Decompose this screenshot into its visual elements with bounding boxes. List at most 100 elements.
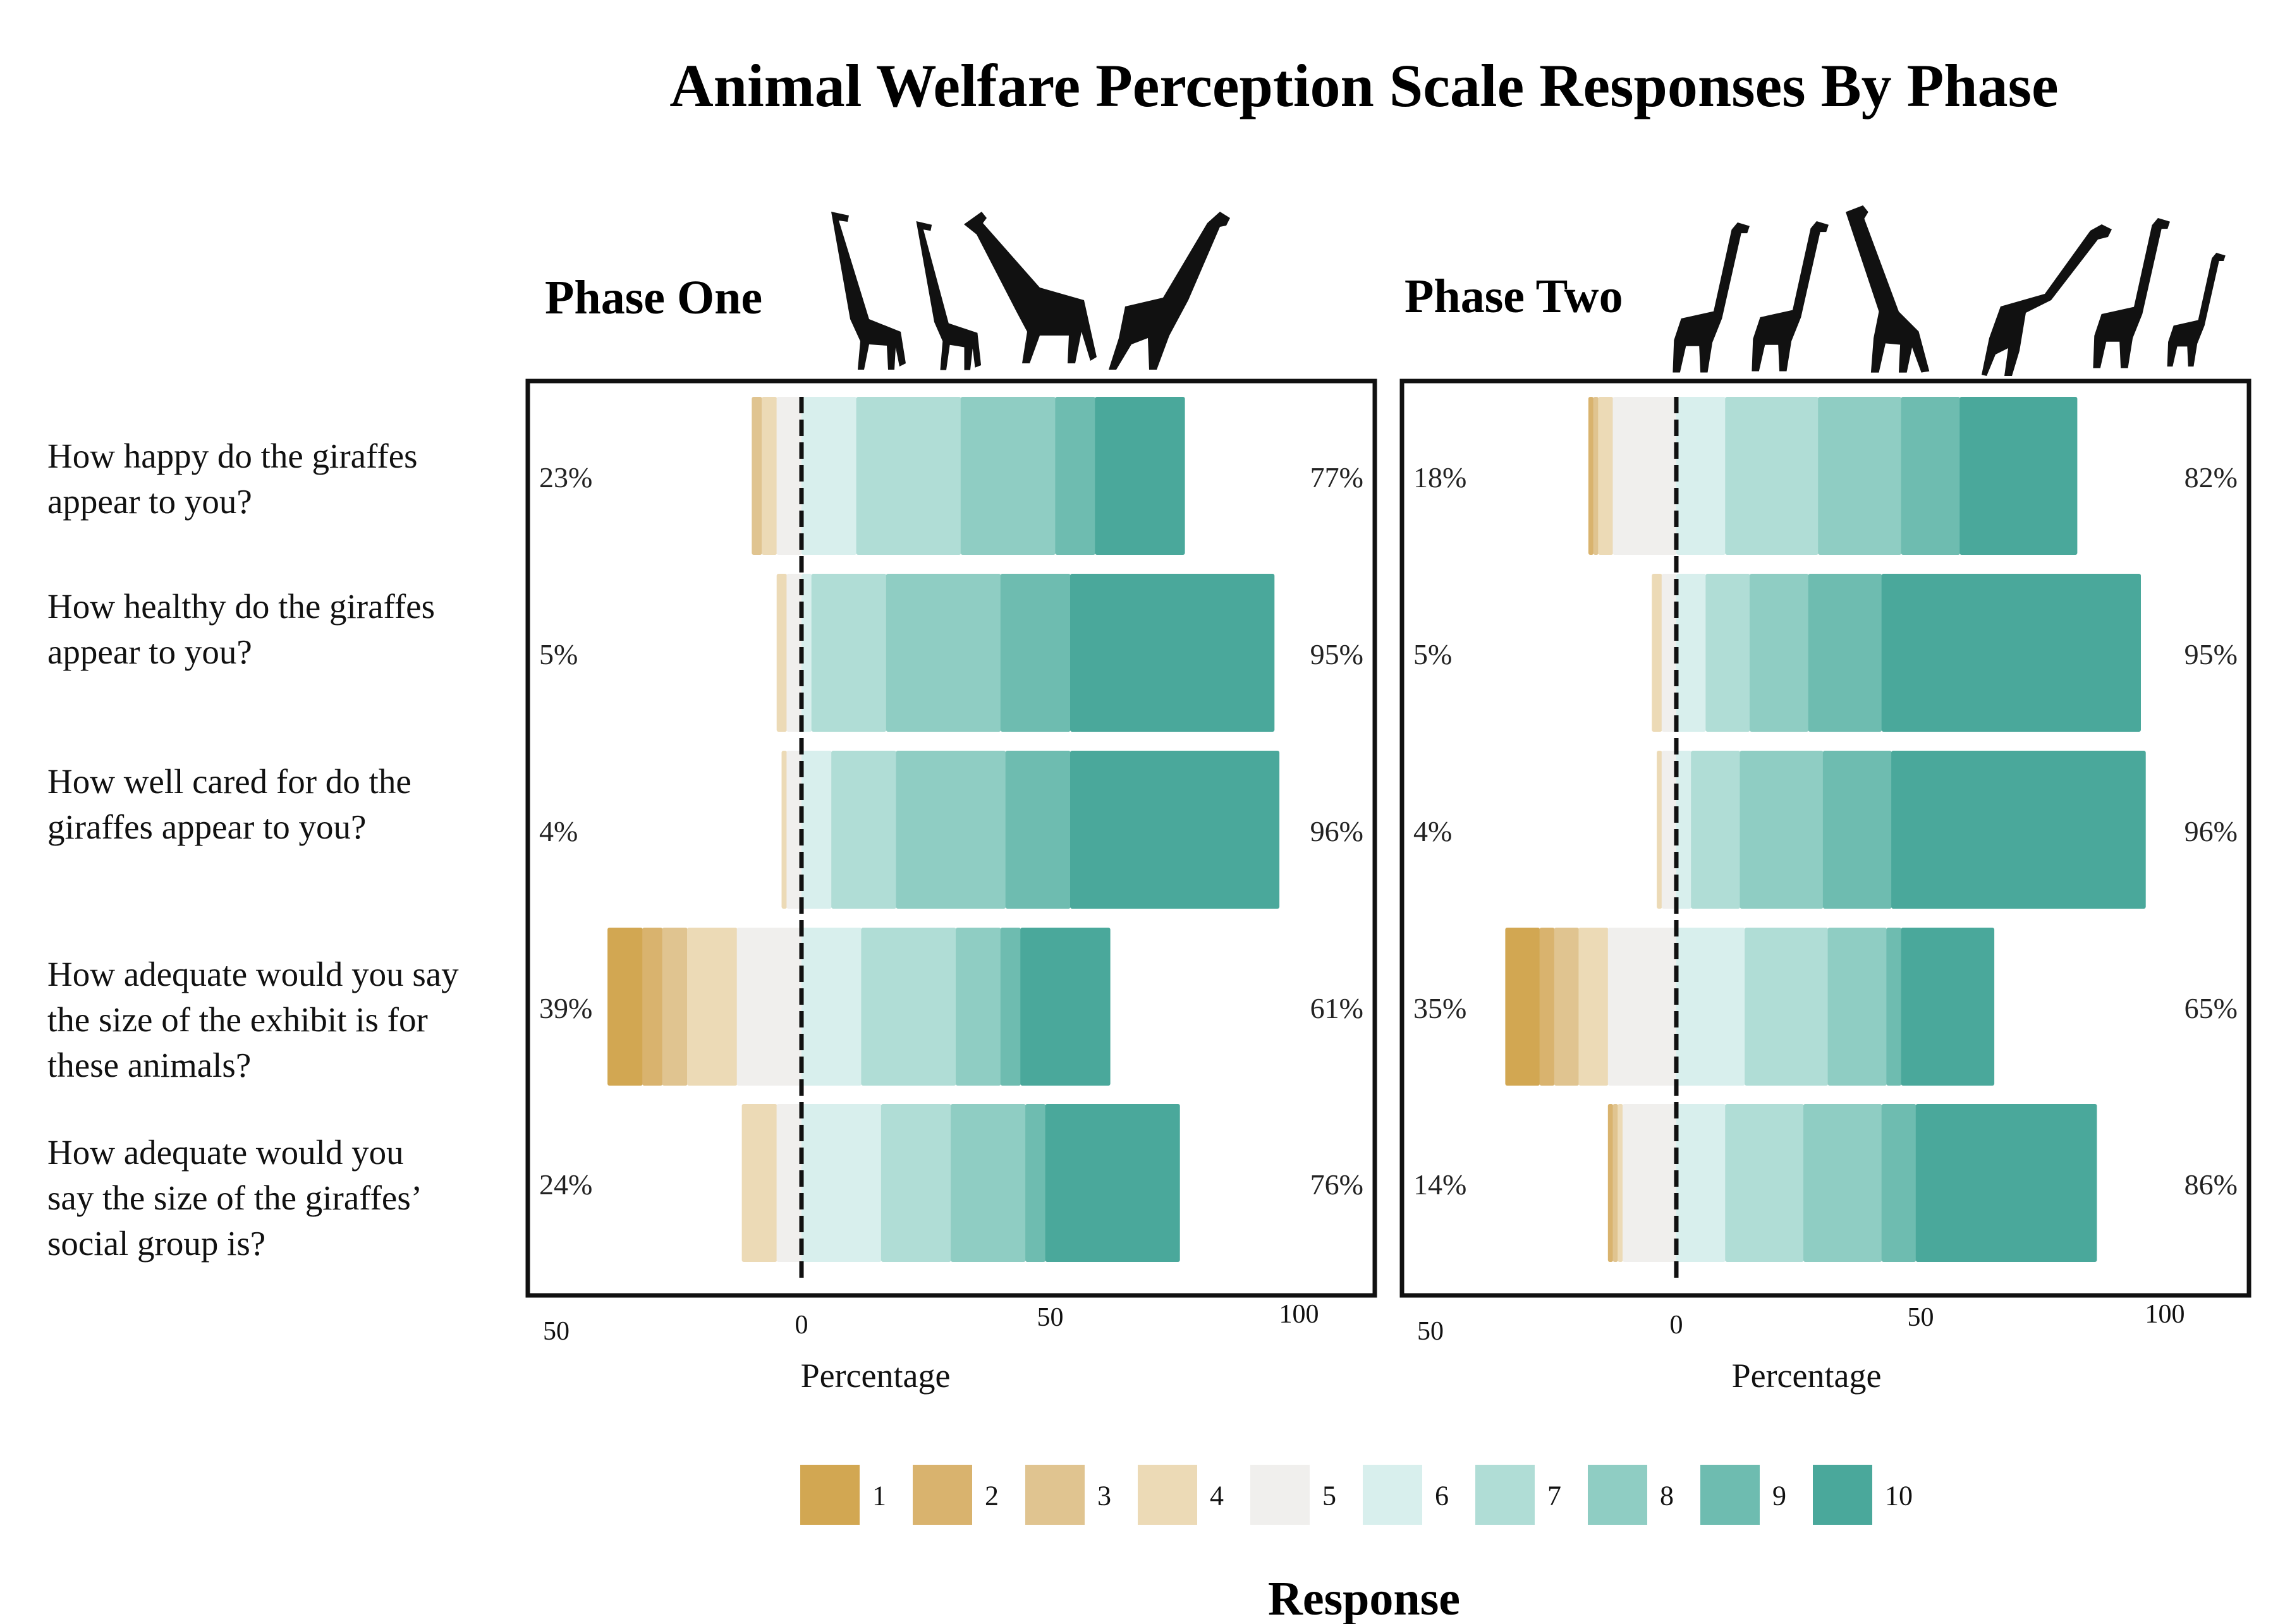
bar-segment-level-10 bbox=[1045, 1104, 1180, 1262]
positive-percent-label: 95% bbox=[2184, 638, 2238, 670]
bar-segment-level-6 bbox=[1676, 397, 1726, 555]
bar-segment-level-10 bbox=[1959, 397, 2078, 555]
bar-segment-level-9 bbox=[1025, 1104, 1046, 1262]
bar-segment-level-9 bbox=[1901, 397, 1960, 555]
bar-segment-level-2 bbox=[1607, 1104, 1614, 1262]
legend-label-9: 9 bbox=[1772, 1481, 1786, 1512]
bar-segment-level-6 bbox=[801, 574, 812, 732]
x-tick-label: 50 bbox=[1908, 1303, 1934, 1332]
bar-segment-level-9 bbox=[1005, 751, 1071, 909]
bar-segment-level-7 bbox=[1705, 574, 1750, 732]
positive-percent-label: 65% bbox=[2184, 992, 2238, 1024]
bar-segment-level-7 bbox=[1725, 1104, 1804, 1262]
panel-1-frame bbox=[525, 379, 1377, 1298]
bar-segment-level-4 bbox=[781, 751, 787, 909]
chart-title: Animal Welfare Perception Scale Response… bbox=[669, 52, 2058, 119]
bar-segment-level-6 bbox=[1676, 574, 1706, 732]
giraffe-icon bbox=[2093, 218, 2170, 368]
negative-percent-label: 14% bbox=[1413, 1168, 1466, 1201]
bar-segment-level-5 bbox=[1661, 574, 1677, 732]
bar-segment-level-4 bbox=[762, 397, 777, 555]
question-label: How adequate would you bbox=[47, 1133, 404, 1172]
bar-segment-level-10 bbox=[1891, 751, 2146, 909]
bar-segment-level-9 bbox=[1886, 928, 1902, 1086]
question-label: How well cared for do the bbox=[47, 762, 411, 801]
giraffe-icon bbox=[831, 212, 906, 370]
giraffe-icon bbox=[2167, 253, 2226, 367]
bar-segment-level-10 bbox=[1915, 1104, 2097, 1262]
percent-labels: 23% 77% 5% 95% 4% 96% 39% 61% 24% 76% 18% 82% 5% 95% 4… bbox=[539, 461, 2238, 1201]
legend-label-8: 8 bbox=[1660, 1481, 1674, 1512]
x-tick-label: 0 bbox=[1670, 1311, 1683, 1340]
negative-percent-label: 39% bbox=[539, 992, 592, 1024]
bar-segment-level-6 bbox=[801, 397, 857, 555]
negative-percent-label: 23% bbox=[539, 461, 592, 494]
bar-segment-level-5 bbox=[786, 751, 802, 909]
bar-segment-level-2 bbox=[1539, 928, 1555, 1086]
question-label: How happy do the giraffes bbox=[47, 437, 418, 475]
legend-label-2: 2 bbox=[985, 1481, 999, 1512]
bar-segment-level-9 bbox=[1881, 1104, 1916, 1262]
positive-percent-label: 95% bbox=[1310, 638, 1363, 670]
bar-segment-level-5 bbox=[736, 928, 802, 1086]
bar-segment-level-3 bbox=[752, 397, 762, 555]
bar-segment-level-4 bbox=[1598, 397, 1614, 555]
legend-title: Response bbox=[1268, 1572, 1460, 1624]
bar-segment-level-8 bbox=[1827, 928, 1887, 1086]
bar-segment-level-10 bbox=[1901, 928, 1995, 1086]
bar-segment-level-8 bbox=[1750, 574, 1809, 732]
x-tick-label: 50 bbox=[543, 1317, 570, 1346]
x-tick-label: 100 bbox=[1279, 1300, 1319, 1329]
bar-segment-level-6 bbox=[801, 928, 862, 1086]
legend-label-7: 7 bbox=[1547, 1481, 1561, 1512]
panel-2-bars bbox=[1505, 397, 2146, 1262]
legend-swatch-3 bbox=[1025, 1465, 1085, 1525]
positive-percent-label: 96% bbox=[2184, 815, 2238, 847]
negative-percent-label: 24% bbox=[539, 1168, 592, 1201]
bar-segment-level-7 bbox=[1745, 928, 1829, 1086]
question-label: giraffes appear to you? bbox=[47, 808, 366, 846]
bar-segment-level-10 bbox=[1095, 397, 1185, 555]
positive-percent-label: 61% bbox=[1310, 992, 1363, 1024]
legend-swatch-6 bbox=[1363, 1465, 1422, 1525]
bar-segment-level-9 bbox=[1000, 574, 1071, 732]
legend-label-3: 3 bbox=[1097, 1481, 1111, 1512]
bar-segment-level-8 bbox=[896, 751, 1006, 909]
bar-segment-level-5 bbox=[776, 1104, 802, 1262]
negative-percent-label: 4% bbox=[1413, 815, 1452, 847]
x-tick-label: 50 bbox=[1417, 1317, 1444, 1346]
question-label: How healthy do the giraffes bbox=[47, 587, 435, 626]
bar-segment-level-10 bbox=[1020, 928, 1111, 1086]
bar-segment-level-3 bbox=[1554, 928, 1580, 1086]
bar-segment-level-4 bbox=[1618, 1104, 1623, 1262]
bar-segment-level-3 bbox=[662, 928, 688, 1086]
positive-percent-label: 76% bbox=[1310, 1168, 1363, 1201]
bar-segment-level-7 bbox=[861, 928, 956, 1086]
x-axis-label-panel-1: Percentage bbox=[801, 1357, 951, 1395]
positive-percent-label: 82% bbox=[2184, 461, 2238, 494]
legend-label-1: 1 bbox=[872, 1481, 886, 1512]
question-label: say the size of the giraffes’ bbox=[47, 1179, 422, 1217]
bar-segment-level-10 bbox=[1070, 751, 1280, 909]
legend-swatch-2 bbox=[913, 1465, 972, 1525]
positive-percent-label: 96% bbox=[1310, 815, 1363, 847]
bar-segment-level-6 bbox=[1676, 928, 1745, 1086]
axis-ticks: 50 0 50 100 50 0 50 100 bbox=[543, 1300, 2185, 1346]
bar-segment-level-6 bbox=[801, 751, 832, 909]
bar-segment-level-2 bbox=[1588, 397, 1594, 555]
question-label: social group is? bbox=[47, 1224, 265, 1263]
legend-label-5: 5 bbox=[1322, 1481, 1336, 1512]
bar-segment-level-9 bbox=[1055, 397, 1095, 555]
bar-segment-level-7 bbox=[831, 751, 897, 909]
question-label: How adequate would you say bbox=[47, 955, 459, 993]
bar-segment-level-7 bbox=[1725, 397, 1819, 555]
x-tick-label: 50 bbox=[1037, 1303, 1064, 1332]
legend-swatch-8 bbox=[1588, 1465, 1647, 1525]
bar-segment-level-8 bbox=[1818, 397, 1902, 555]
bar-segment-level-5 bbox=[786, 574, 802, 732]
bar-segment-level-7 bbox=[856, 397, 961, 555]
giraffe-icon bbox=[964, 212, 1097, 363]
legend-label-10: 10 bbox=[1885, 1481, 1913, 1512]
bar-segment-level-2 bbox=[642, 928, 663, 1086]
